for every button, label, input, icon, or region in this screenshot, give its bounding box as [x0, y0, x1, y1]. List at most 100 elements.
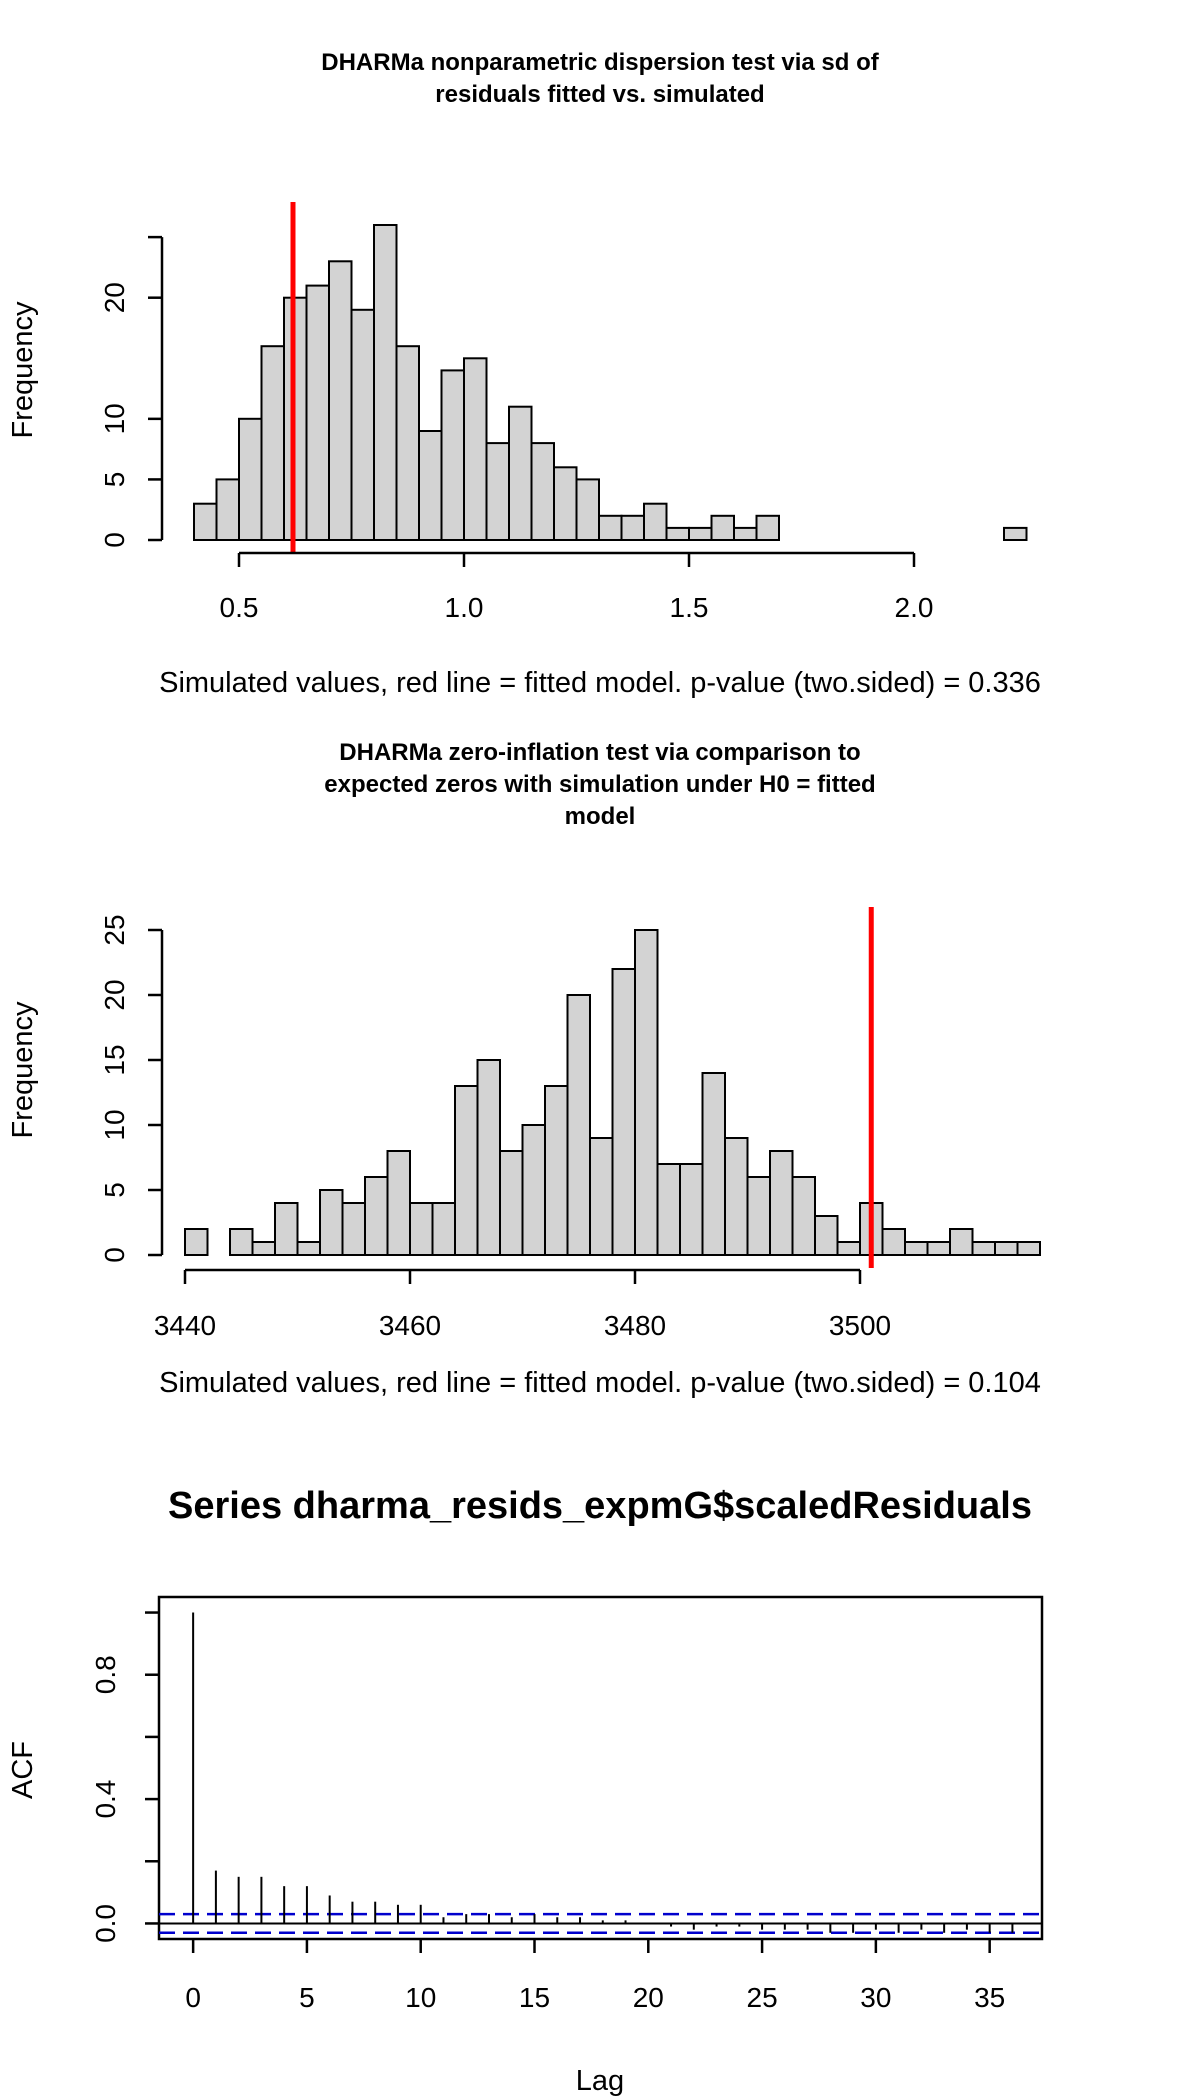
x-tick-label: 35 [974, 1982, 1005, 2013]
histogram-bar [193, 502, 218, 542]
histogram-bar [521, 1124, 546, 1256]
histogram-bar [215, 478, 240, 541]
y-axis: 0.0 0.4 0.8 [90, 1611, 159, 1943]
histogram-bar [544, 1085, 569, 1256]
histogram-bar [395, 345, 420, 542]
histogram-bar [350, 308, 375, 541]
x-tick-label: 1.5 [670, 592, 709, 623]
chart-title-line-2: expected zeros with simulation under H0 … [324, 771, 875, 798]
chart-title-line-1: DHARMa zero-inflation test via compariso… [339, 739, 860, 766]
histogram-bar [881, 1228, 906, 1256]
histogram-bar [769, 1150, 794, 1256]
histogram-bar [305, 284, 330, 541]
histogram-bar [328, 260, 353, 541]
x-tick-label: 5 [299, 1982, 315, 2013]
histogram-bar [476, 1059, 501, 1256]
x-tick-label: 2.0 [895, 592, 934, 623]
histogram-bar [463, 357, 488, 541]
x-tick-label: 0 [185, 1982, 201, 2013]
x-tick-label: 3500 [829, 1310, 891, 1341]
y-tick-label: 20 [99, 979, 130, 1010]
histogram-bar [499, 1150, 524, 1256]
histogram-bar [386, 1150, 411, 1256]
x-tick-label: 30 [860, 1982, 891, 2013]
y-axis-label: Frequency [7, 301, 39, 439]
x-axis: 3440 3460 3480 3500 [154, 1268, 891, 1341]
histogram-bar [341, 1202, 366, 1256]
histogram-bar [724, 1137, 749, 1256]
y-tick-label: 0.4 [90, 1780, 121, 1819]
histogram-bar [229, 1228, 254, 1256]
histogram-bar [1016, 1241, 1041, 1256]
y-axis-label: ACF [7, 1741, 39, 1799]
histogram-bar [440, 369, 465, 541]
histogram-bar [251, 1241, 276, 1256]
histogram-bar [971, 1241, 996, 1256]
x-tick-label: 25 [747, 1982, 778, 2013]
histogram-bar [553, 466, 578, 541]
histogram-bar [454, 1085, 479, 1256]
y-tick-label: 0.0 [90, 1904, 121, 1943]
y-tick-label: 0 [99, 532, 130, 548]
x-tick-label: 10 [405, 1982, 436, 2013]
histogram-bar [746, 1176, 771, 1256]
histogram-bar [836, 1241, 861, 1256]
histogram-bar [733, 526, 758, 542]
histogram-bar [634, 929, 659, 1256]
histogram-bar [904, 1241, 929, 1256]
histogram-bar [643, 502, 668, 542]
chart-title: Series dharma_resids_expmG$scaledResidua… [168, 1485, 1032, 1527]
histogram-bars [184, 929, 1041, 1256]
x-tick-label: 3460 [379, 1310, 441, 1341]
y-axis: 0 5 10 20 [99, 235, 164, 548]
x-axis: 0.5 1.0 1.5 2.0 [220, 551, 934, 623]
y-tick-label: 5 [99, 472, 130, 488]
histogram-bar [485, 442, 510, 542]
histogram-bar [620, 514, 645, 541]
dispersion-histogram-panel: DHARMa nonparametric dispersion test via… [7, 49, 1041, 699]
y-axis: 0 5 10 15 20 25 [99, 914, 164, 1263]
x-axis-label: Simulated values, red line = fitted mode… [159, 667, 1041, 699]
x-tick-label: 3480 [604, 1310, 666, 1341]
histogram-bar [566, 994, 591, 1256]
x-axis-label: Lag [576, 2065, 624, 2097]
histogram-bar [296, 1241, 321, 1256]
histogram-bar [364, 1176, 389, 1256]
y-axis-label: Frequency [7, 1001, 39, 1139]
histogram-bar [589, 1137, 614, 1256]
x-axis: 0 5 10 15 20 25 30 35 [185, 1939, 1005, 2013]
zero-inflation-histogram-panel: DHARMa zero-inflation test via compariso… [7, 739, 1041, 1399]
histogram-bar [575, 478, 600, 541]
histogram-bar [373, 224, 398, 541]
histogram-bar [418, 430, 443, 541]
x-tick-label: 0.5 [220, 592, 259, 623]
histogram-bar [710, 514, 735, 541]
chart-title-line-3: model [565, 803, 636, 830]
y-tick-label: 5 [99, 1182, 130, 1198]
histogram-bar [755, 514, 780, 541]
chart-title-line-1: DHARMa nonparametric dispersion test via… [321, 49, 879, 76]
histogram-bar [994, 1241, 1019, 1256]
acf-bars [192, 1612, 1014, 1933]
histogram-bar [1003, 526, 1028, 542]
histogram-bars [193, 224, 1028, 542]
y-tick-label: 20 [99, 282, 130, 313]
histogram-bar [431, 1202, 456, 1256]
histogram-bar [530, 442, 555, 542]
y-tick-label: 10 [99, 403, 130, 434]
x-tick-label: 1.0 [445, 592, 484, 623]
histogram-bar [688, 526, 713, 542]
histogram-bar [260, 345, 285, 542]
histogram-bar [701, 1072, 726, 1256]
x-tick-label: 20 [633, 1982, 664, 2013]
x-tick-label: 3440 [154, 1310, 216, 1341]
histogram-bar [598, 514, 623, 541]
histogram-bar [409, 1202, 434, 1256]
y-tick-label: 0 [99, 1247, 130, 1263]
y-tick-label: 10 [99, 1109, 130, 1140]
histogram-bar [665, 526, 690, 542]
histogram-bar [814, 1215, 839, 1256]
histogram-bar [274, 1202, 299, 1256]
histogram-bar [611, 968, 636, 1256]
